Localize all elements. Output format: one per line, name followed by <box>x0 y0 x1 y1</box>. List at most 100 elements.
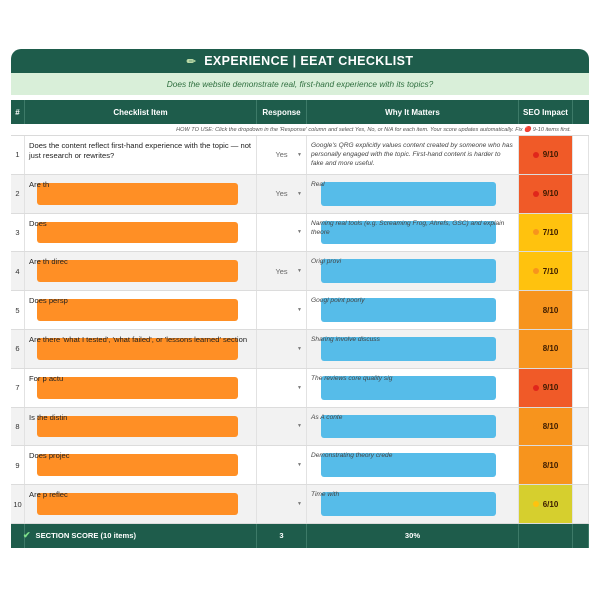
row-end <box>573 407 589 446</box>
score-impact-empty <box>519 523 573 548</box>
row-number: 2 <box>11 174 25 213</box>
why-it-matters-cell: Real <box>307 174 519 213</box>
redaction-orange <box>37 260 238 283</box>
why-it-matters-cell: Time with <box>307 485 519 523</box>
checklist-item-cell: Are p reflec <box>25 485 257 523</box>
response-dropdown[interactable]: Yes ▼ <box>257 136 307 174</box>
impact-dot-icon <box>532 345 539 352</box>
chevron-down-icon[interactable]: ▼ <box>297 268 302 275</box>
how-to-use-note: HOW TO USE: Click the dropdown in the 'R… <box>11 124 589 136</box>
why-it-matters-cell: Demonstrating theory crede <box>307 446 519 485</box>
impact-dot-icon <box>532 151 539 158</box>
why-it-matters-cell: Googl point poorly <box>307 291 519 329</box>
seo-impact-cell: 9/10 <box>519 174 573 213</box>
table-row: 2 Are th Yes ▼ Real 9/10 <box>11 174 589 214</box>
response-dropdown[interactable]: ▼ <box>257 291 307 329</box>
chevron-down-icon[interactable]: ▼ <box>297 151 302 158</box>
header-checklist-item: Checklist Item <box>25 100 257 124</box>
chevron-down-icon[interactable]: ▼ <box>297 384 302 391</box>
seo-impact-cell: 8/10 <box>519 446 573 485</box>
table-row: 6 Are there 'what I tested', 'what faile… <box>11 329 589 369</box>
why-text: Demonstrating theory crede <box>311 452 393 460</box>
table-row: 1 Does the content reflect first-hand ex… <box>11 136 589 175</box>
why-it-matters-cell: Naming real tools (e.g. Screaming Frog, … <box>307 213 519 252</box>
chevron-down-icon[interactable]: ▼ <box>297 345 302 352</box>
checklist-item-text: Does <box>29 218 47 228</box>
table-row: 9 Does projec ▼ Demonstrating theory cre… <box>11 446 589 486</box>
response-value: Yes <box>275 150 288 160</box>
why-it-matters-cell: Sharing involve discuss <box>307 329 519 368</box>
row-end <box>573 446 589 485</box>
table-header: # Checklist Item Response Why It Matters… <box>11 100 589 124</box>
seo-impact-value: 9/10 <box>542 189 559 199</box>
response-dropdown[interactable]: Yes ▼ <box>257 174 307 213</box>
score-end <box>573 523 589 548</box>
table-row: 7 For p actu ▼ The reviews core quality … <box>11 368 589 408</box>
redaction-orange <box>37 376 238 399</box>
checklist-item-cell: Does <box>25 213 257 252</box>
chevron-down-icon[interactable]: ▼ <box>297 462 302 469</box>
checklist-item-cell: Does projec <box>25 446 257 485</box>
why-text: As A conte <box>311 413 343 421</box>
redaction-blue <box>321 298 496 322</box>
response-dropdown[interactable]: Yes ▼ <box>257 252 307 291</box>
redaction-orange <box>37 493 238 515</box>
subtitle-bar: Does the website demonstrate real, first… <box>11 73 589 95</box>
why-text: Real <box>311 180 325 188</box>
response-dropdown[interactable]: ▼ <box>257 368 307 407</box>
chevron-down-icon[interactable]: ▼ <box>297 501 302 508</box>
seo-impact-cell: 9/10 <box>519 368 573 407</box>
pencil-icon: ✏ <box>186 55 197 68</box>
response-dropdown[interactable]: ▼ <box>257 446 307 485</box>
row-end <box>573 213 589 252</box>
impact-dot-icon <box>532 423 539 430</box>
redaction-blue <box>321 259 496 284</box>
response-value: Yes <box>275 189 288 199</box>
why-text: The reviews core quality sig <box>311 374 393 382</box>
table-row: 8 Is the distin ▼ As A conte 8/10 <box>11 407 589 447</box>
row-number: 3 <box>11 213 25 252</box>
score-count: 3 <box>257 523 307 548</box>
row-end <box>573 291 589 329</box>
response-dropdown[interactable]: ▼ <box>257 329 307 368</box>
chevron-down-icon[interactable]: ▼ <box>297 229 302 236</box>
why-text: Google's QRG explicitly values content c… <box>311 142 513 167</box>
checklist-item-text: Are p reflec <box>29 490 68 500</box>
response-dropdown[interactable]: ▼ <box>257 485 307 523</box>
impact-dot-icon <box>532 307 539 314</box>
checklist-item-text: Does projec <box>29 451 70 461</box>
row-number: 10 <box>11 485 25 523</box>
header-why: Why It Matters <box>307 100 519 124</box>
row-end <box>573 329 589 368</box>
impact-dot-icon <box>532 190 539 197</box>
table-row: 5 Does persp ▼ Googl point poorly 8/10 <box>11 291 589 330</box>
seo-impact-cell: 6/10 <box>519 485 573 523</box>
impact-dot-icon <box>532 384 539 391</box>
chevron-down-icon[interactable]: ▼ <box>297 423 302 430</box>
why-text: Origi provi <box>311 258 342 266</box>
chevron-down-icon[interactable]: ▼ <box>297 190 302 197</box>
checklist-item-cell: Are th <box>25 174 257 213</box>
redaction-blue <box>321 453 496 478</box>
seo-impact-value: 8/10 <box>542 344 559 354</box>
impact-dot-icon <box>532 268 539 275</box>
why-text: Googl point poorly <box>311 297 365 305</box>
chevron-down-icon[interactable]: ▼ <box>297 307 302 314</box>
checklist-item-text: Does persp <box>29 296 68 306</box>
redaction-blue <box>321 414 496 439</box>
table-row: 3 Does ▼ Naming real tools (e.g. Screami… <box>11 213 589 253</box>
table-body: 1 Does the content reflect first-hand ex… <box>11 136 589 524</box>
response-dropdown[interactable]: ▼ <box>257 407 307 446</box>
table-row: 4 Are th direc Yes ▼ Origi provi 7/10 <box>11 252 589 292</box>
checklist-sheet: ✏ EXPERIENCE | EEAT CHECKLIST Does the w… <box>11 49 589 549</box>
checklist-item-text: Are there 'what I tested', 'what failed'… <box>29 334 248 344</box>
checklist-item-text: Is the distin <box>29 412 68 422</box>
checklist-item-cell: Are there 'what I tested', 'what failed'… <box>25 329 257 368</box>
seo-impact-value: 9/10 <box>542 150 559 160</box>
impact-dot-icon <box>532 501 539 508</box>
redaction-blue <box>321 492 496 516</box>
redaction-blue <box>321 181 496 206</box>
header-spacer <box>573 100 589 124</box>
checklist-item-text: Are th <box>29 179 50 189</box>
response-dropdown[interactable]: ▼ <box>257 213 307 252</box>
